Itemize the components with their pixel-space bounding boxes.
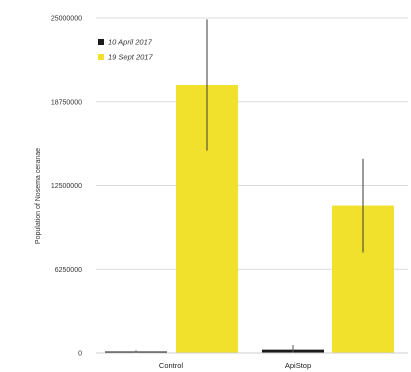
x-category-label: ApiStop [285, 361, 311, 370]
x-category-label: Control [159, 361, 184, 370]
y-tick-label: 12500000 [51, 183, 82, 190]
legend-swatch [98, 54, 104, 60]
y-tick-label: 25000000 [51, 16, 82, 23]
y-tick-label: 18750000 [51, 99, 82, 106]
legend-label: 19 Sept 2017 [108, 53, 153, 62]
y-tick-label: 0 [78, 351, 82, 358]
legend-label: 10 April 2017 [108, 38, 153, 47]
y-tick-label: 6250000 [55, 267, 82, 274]
x-axis-categories: Control ApiStop [159, 361, 311, 370]
y-axis-label: Population of Nosema ceranae [35, 148, 42, 244]
error-bars [135, 19, 364, 353]
y-axis-ticks: 0 6250000 12500000 18750000 25000000 [51, 16, 82, 358]
legend-swatch [98, 39, 104, 45]
bars [105, 85, 394, 353]
legend: 10 April 2017 19 Sept 2017 [98, 38, 153, 62]
